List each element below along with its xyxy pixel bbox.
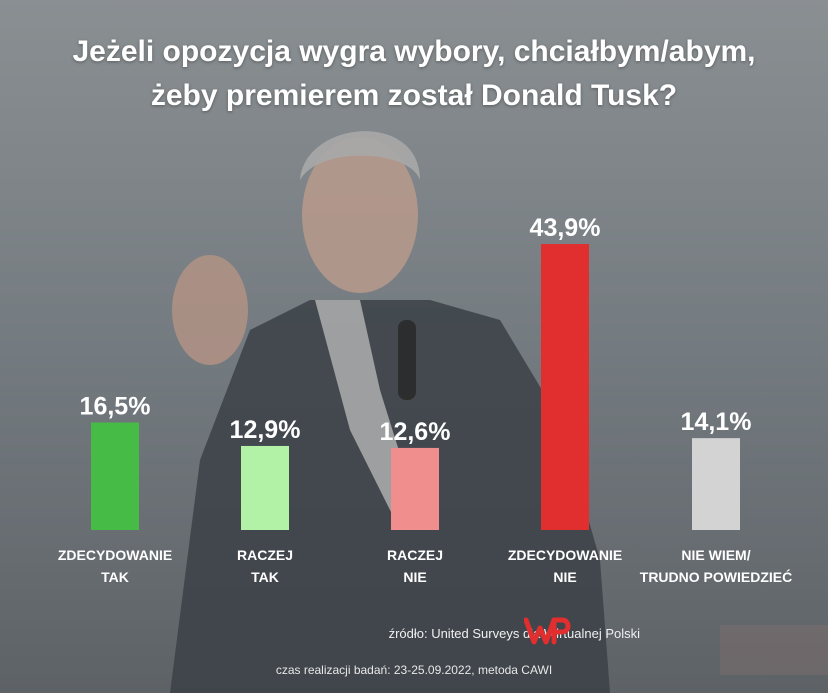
source-note: źródło: United Surveys dla Wirtualnej Po… bbox=[388, 626, 640, 641]
bar-5 bbox=[692, 438, 740, 530]
category-label-2-line-1: RACZEJ bbox=[237, 547, 293, 563]
wp-logo-icon bbox=[524, 617, 571, 645]
category-label-3-line-1: RACZEJ bbox=[387, 547, 443, 563]
title-line-1: Jeżeli opozycja wygra wybory, chciałbym/… bbox=[72, 35, 756, 68]
category-label-4-line-1: ZDECYDOWANIE bbox=[508, 547, 622, 563]
bar-1 bbox=[91, 422, 139, 530]
bar-2 bbox=[241, 445, 289, 530]
bar-4 bbox=[541, 244, 589, 530]
survey-meta: czas realizacji badań: 23-25.09.2022, me… bbox=[275, 663, 553, 677]
title-line-2: żeby premierem został Donald Tusk? bbox=[150, 79, 678, 112]
chart-title: Jeżeli opozycja wygra wybory, chciałbym/… bbox=[20, 30, 808, 118]
category-label-2-line-2: TAK bbox=[251, 569, 279, 585]
category-label-1-line-2: TAK bbox=[101, 569, 129, 585]
data-label-3: 12,6% bbox=[380, 418, 451, 446]
category-label-5-line-2: TRUDNO POWIEDZIEĆ bbox=[640, 568, 792, 585]
category-label-5-line-1: NIE WIEM/ bbox=[681, 547, 750, 563]
category-label-4-line-2: NIE bbox=[553, 569, 576, 585]
category-label-1-line-1: ZDECYDOWANIE bbox=[58, 547, 172, 563]
category-label-3-line-2: NIE bbox=[403, 569, 426, 585]
data-label-1: 16,5% bbox=[80, 393, 151, 421]
data-label-2: 12,9% bbox=[230, 416, 301, 444]
bar-3 bbox=[391, 447, 439, 530]
data-label-4: 43,9% bbox=[530, 214, 601, 242]
data-label-5: 14,1% bbox=[681, 408, 752, 436]
